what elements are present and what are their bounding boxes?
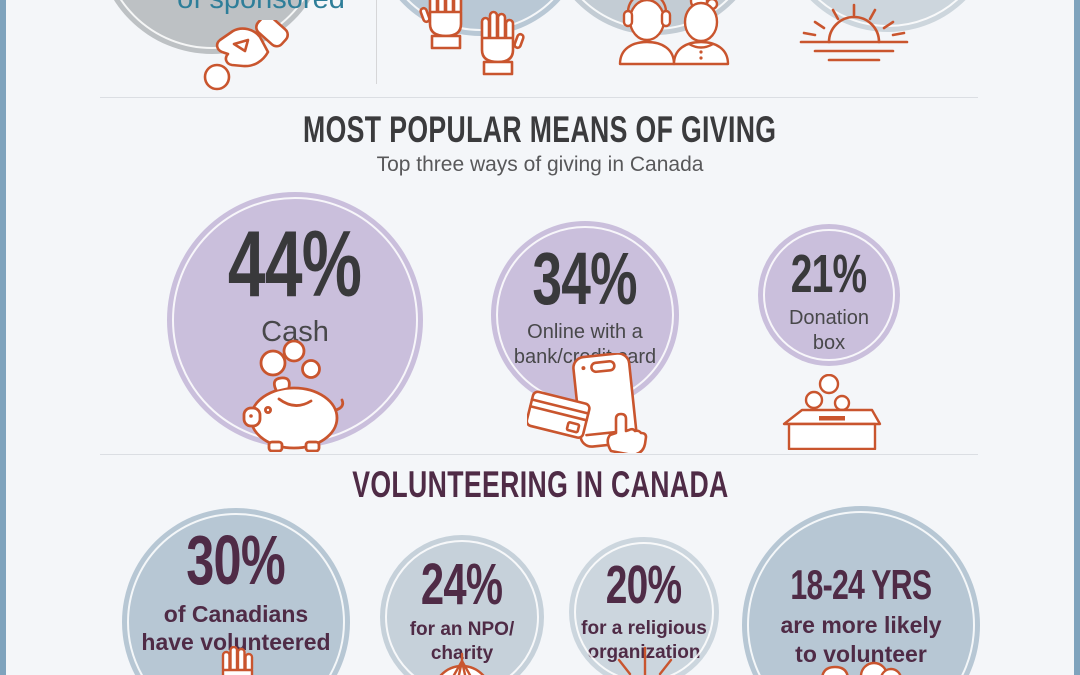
light-rays-icon: [604, 646, 686, 675]
giving-subtitle: Top three ways of giving in Canada: [376, 153, 704, 176]
stat-label: Donation box: [788, 307, 870, 355]
piggy-bank-icon: [216, 338, 370, 452]
umbrella-icon: [428, 652, 496, 675]
stat-value: 20%: [606, 554, 682, 615]
sponsored-label: of sponsored: [145, 0, 377, 16]
donation-box-icon: [769, 374, 889, 450]
stat-value: 44%: [228, 210, 362, 316]
stat-circle-donation-box: 21% Donation box: [758, 224, 900, 366]
stat-value: 24%: [421, 552, 503, 618]
stat-circle-npo: 24% for an NPO/ charity: [380, 535, 544, 675]
raised-hands-icon: [418, 0, 528, 92]
raised-hand-icon: [202, 646, 270, 675]
sunrise-icon: [797, 2, 911, 66]
top-vertical-divider: [376, 0, 377, 84]
stat-circle-youth: 18-24 YRS are more likely to volunteer: [742, 506, 980, 675]
giving-title: MOST POPULAR MEANS OF GIVING: [303, 109, 777, 150]
stat-value: 30%: [186, 521, 286, 599]
volunteering-title: VOLUNTEERING IN CANADA: [351, 464, 729, 505]
coin-hand-icon: [190, 20, 290, 92]
stat-label: are more likely to volunteer: [780, 612, 942, 667]
section-divider: [100, 97, 978, 98]
left-border: [0, 0, 6, 675]
stat-value: 21%: [791, 243, 867, 304]
hands-together-icon: [814, 652, 909, 675]
stat-value: 34%: [532, 236, 638, 320]
phone-payment-icon: [527, 353, 651, 453]
stat-value: 18-24 YRS: [790, 561, 933, 609]
section-divider: [100, 454, 978, 455]
stat-label: for a religious organization: [581, 617, 707, 663]
volunteers-icon: [616, 0, 730, 66]
right-border: [1074, 0, 1080, 675]
